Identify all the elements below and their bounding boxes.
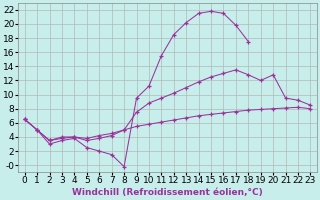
- X-axis label: Windchill (Refroidissement éolien,°C): Windchill (Refroidissement éolien,°C): [72, 188, 263, 197]
